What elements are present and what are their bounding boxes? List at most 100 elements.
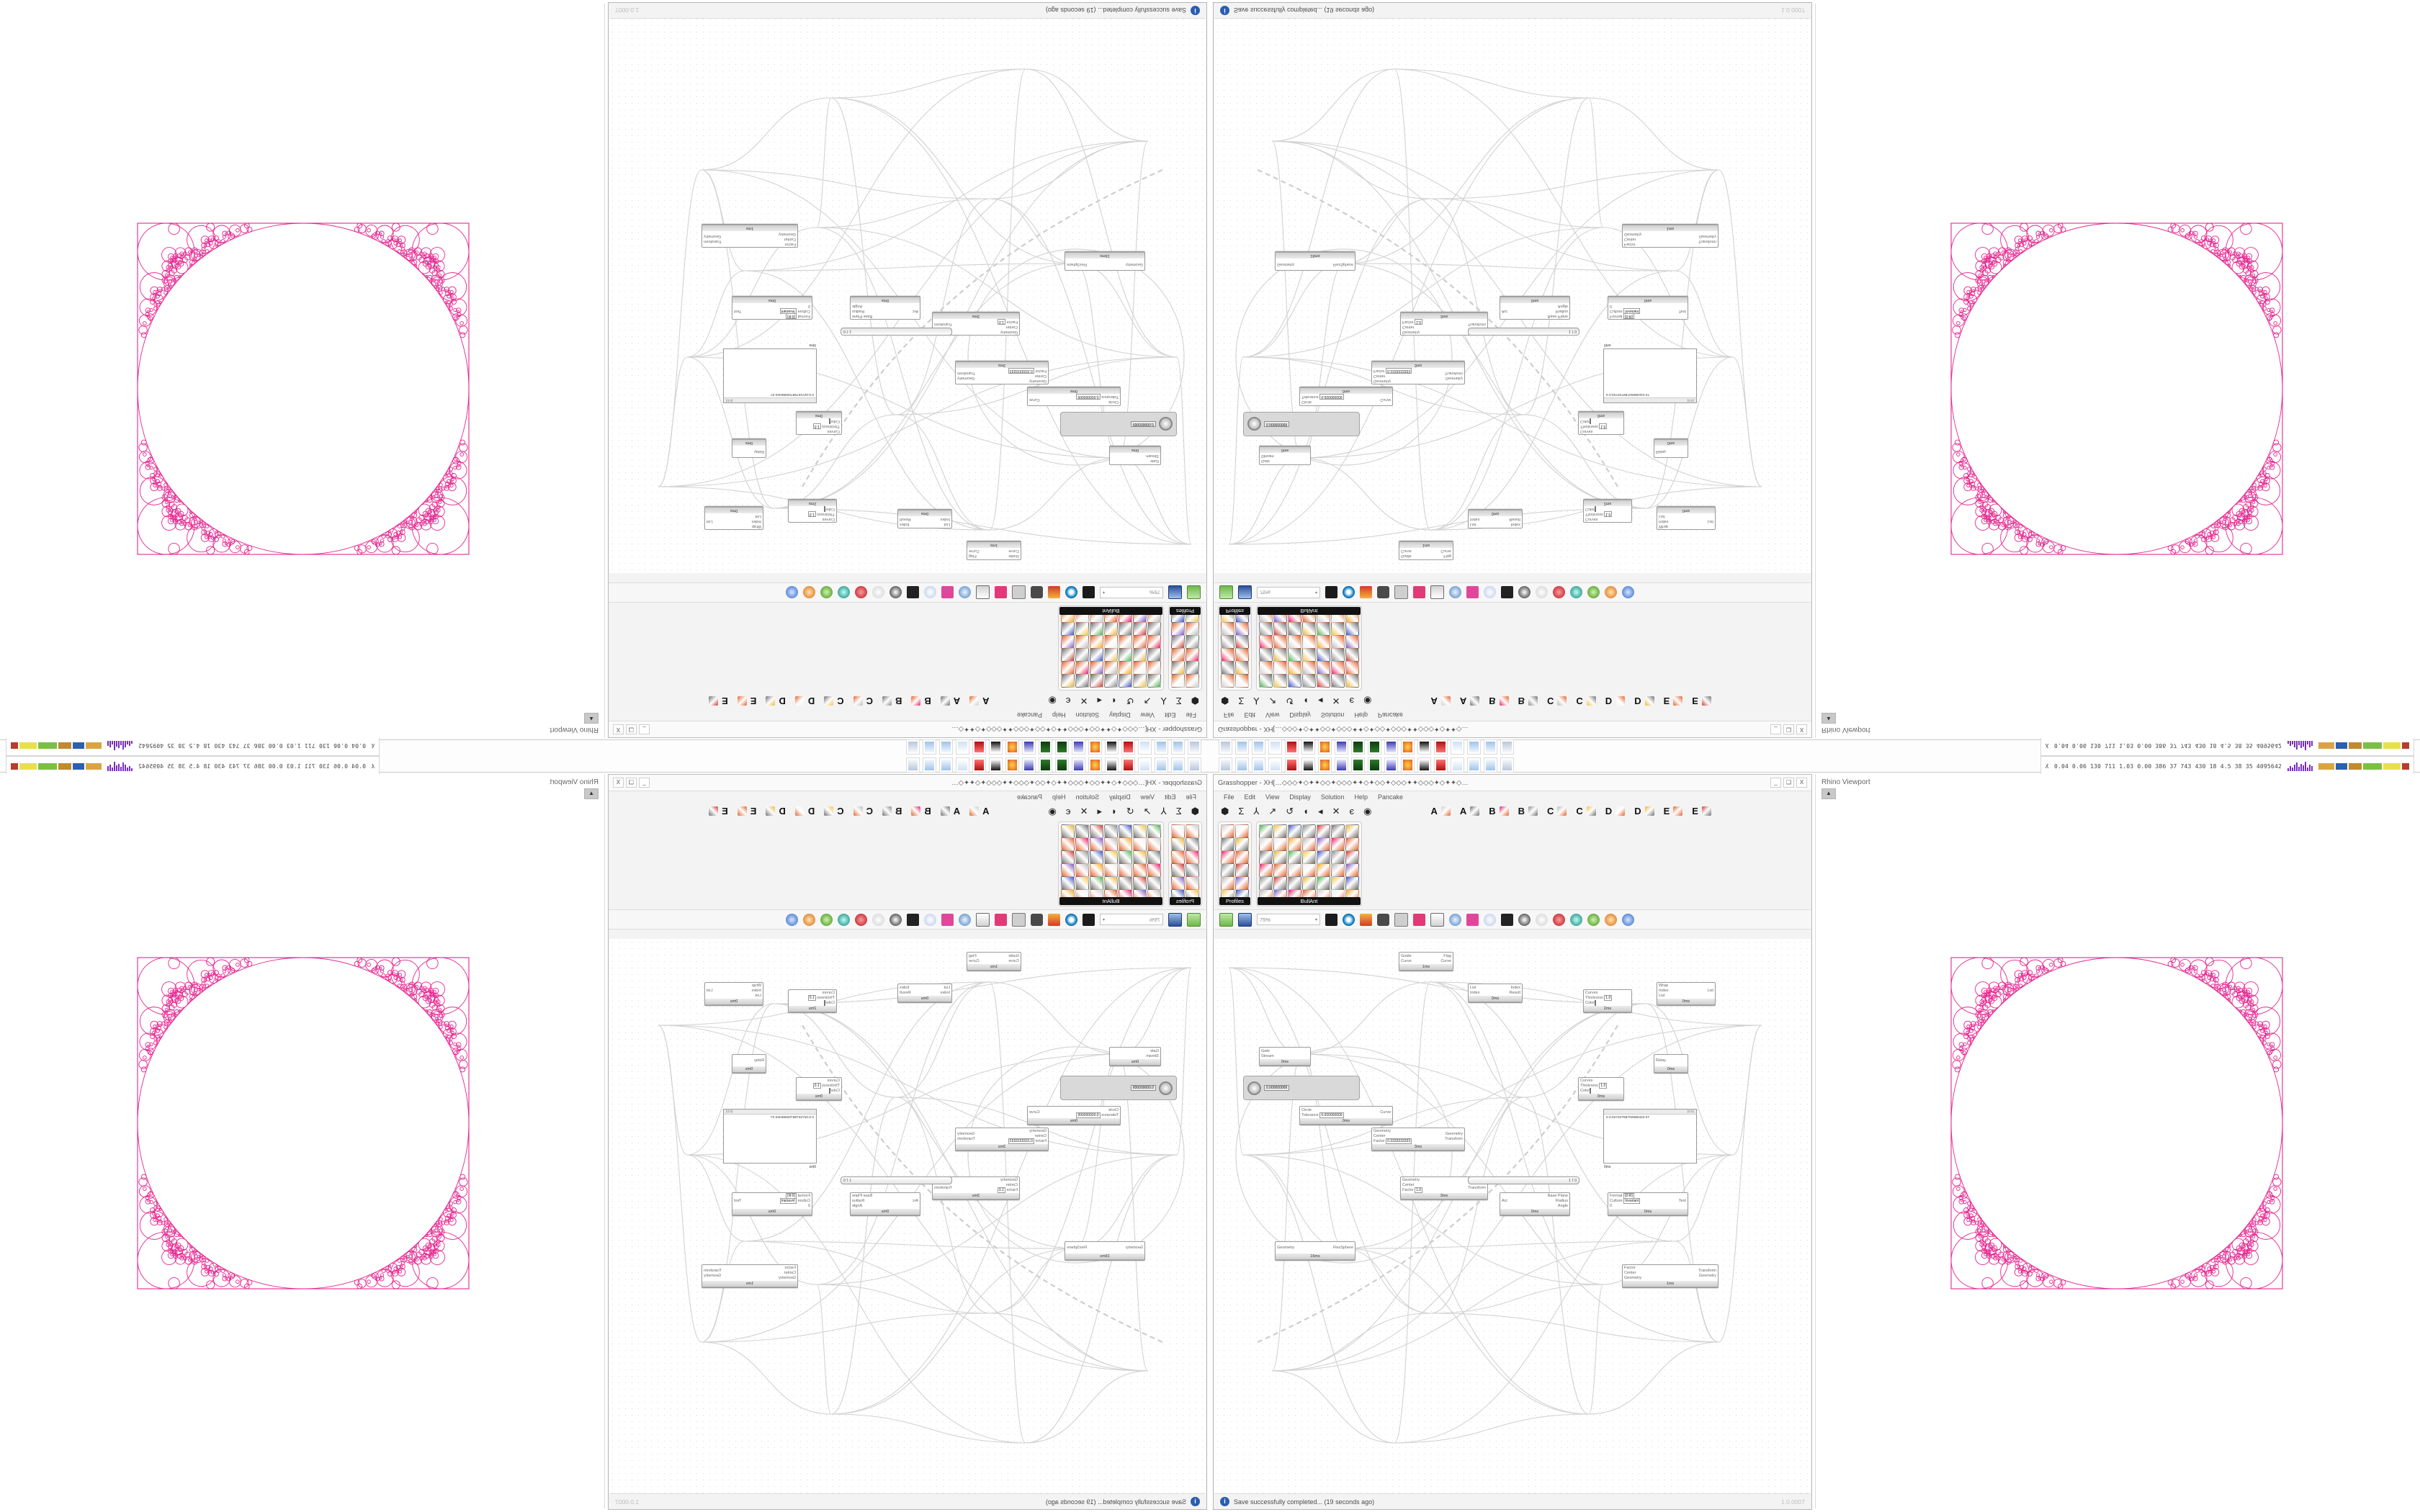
- tolerance-value[interactable]: 0.000000009: [1130, 1085, 1156, 1091]
- rhino-viewport-panel[interactable]: Rhino Viewport ▲: [1815, 774, 2418, 1508]
- param-value[interactable]: 1.0: [997, 319, 1005, 325]
- color-swatch[interactable]: [1590, 418, 1592, 424]
- menu-item-file[interactable]: File: [1224, 711, 1234, 719]
- mesh-teal-icon[interactable]: [838, 586, 850, 599]
- notepad-icon[interactable]: [1235, 739, 1249, 755]
- menu-item-help[interactable]: Help: [1052, 793, 1066, 801]
- calculator-icon[interactable]: [1451, 757, 1464, 773]
- balloon-icon[interactable]: [924, 586, 936, 599]
- save-file-icon[interactable]: [1238, 585, 1252, 600]
- red-app-icon[interactable]: [1121, 739, 1135, 755]
- calculator-icon[interactable]: [1268, 757, 1282, 773]
- ribbon-tab-4[interactable]: C: [1547, 806, 1567, 816]
- param-value[interactable]: 1.0: [1415, 1187, 1423, 1193]
- notepad-icon[interactable]: [1484, 757, 1497, 773]
- number-slider[interactable]: 1 7 0: [1468, 1176, 1579, 1184]
- menu-item-solution[interactable]: Solution: [1075, 793, 1100, 801]
- display-icon[interactable]: ◉: [1363, 805, 1372, 816]
- param-value[interactable]: 1.0: [997, 1187, 1005, 1193]
- document-icon[interactable]: [1188, 739, 1201, 755]
- panel-icon-1-3[interactable]: [1147, 863, 1161, 877]
- ribbon-tab-2[interactable]: B: [1489, 806, 1509, 816]
- display-icon[interactable]: ◉: [1363, 696, 1372, 707]
- panel-icon-1-2[interactable]: [1259, 850, 1273, 864]
- vector-icon[interactable]: ↗: [1268, 805, 1277, 816]
- panel-icon-1-26[interactable]: [1090, 850, 1103, 864]
- gha-icon[interactable]: [1413, 586, 1425, 599]
- grasshopper-canvas[interactable]: Curves Thickness 1.0 Color 2ms Curves Thickn…: [1214, 939, 1811, 1493]
- save-file-icon[interactable]: [1168, 585, 1182, 600]
- mesh-icon[interactable]: ◂: [1318, 805, 1323, 816]
- panel-icon-1-20[interactable]: [1104, 850, 1118, 864]
- number-slider[interactable]: 1 7 0: [1468, 328, 1579, 336]
- param-value[interactable]: 0.3333333333: [1386, 1138, 1412, 1144]
- ribbon-tab-6[interactable]: D: [1605, 696, 1626, 707]
- terminal-icon[interactable]: [1351, 757, 1365, 773]
- shade-white-icon[interactable]: [1536, 586, 1548, 599]
- red-app-icon[interactable]: [1285, 739, 1299, 755]
- ribbon-tab-5[interactable]: C: [824, 806, 844, 816]
- mesh-teal-icon[interactable]: [838, 913, 850, 926]
- panel-icon-1-25[interactable]: [1090, 661, 1103, 675]
- ribbon-tab-4[interactable]: C: [1547, 696, 1567, 707]
- bw-app-icon[interactable]: [1417, 739, 1431, 755]
- viewport-menu-arrow[interactable]: ▲: [584, 713, 599, 724]
- intersect-icon[interactable]: ✕: [1332, 805, 1340, 816]
- menu-item-solution[interactable]: Solution: [1320, 711, 1345, 719]
- panel-icon-1-34[interactable]: [1075, 622, 1089, 636]
- panel-icon-1-38[interactable]: [1345, 648, 1359, 662]
- notepad-icon[interactable]: [1171, 739, 1185, 755]
- rhino-viewport-panel[interactable]: Rhino Viewport ▲: [1815, 4, 2418, 738]
- vector-icon[interactable]: ↗: [1143, 696, 1152, 707]
- grasshopper-canvas[interactable]: Curves Thickness 1.0 Color 2ms Curves Thickn…: [609, 19, 1206, 573]
- color-swatch[interactable]: [828, 1088, 830, 1094]
- ribbon-tab-6[interactable]: D: [794, 806, 815, 816]
- panel-icon-1-4[interactable]: [1147, 876, 1161, 890]
- display-icon[interactable]: ◉: [1048, 805, 1057, 816]
- grasshopper-canvas[interactable]: Curves Thickness 1.0 Color 2ms Curves Thickn…: [609, 939, 1206, 1493]
- param-value[interactable]: {0:R}: [785, 313, 797, 319]
- panel-icon-1-30[interactable]: [1331, 824, 1345, 838]
- mesh-green-icon[interactable]: [1587, 586, 1600, 599]
- save-file-icon[interactable]: [1168, 912, 1182, 927]
- notepad-icon[interactable]: [939, 757, 953, 773]
- panel-icon-1-18[interactable]: [1104, 824, 1118, 838]
- rhino-viewport-panel[interactable]: Rhino Viewport ▲: [2, 4, 605, 738]
- maximize-button[interactable]: ❑: [626, 778, 637, 788]
- document-icon[interactable]: [906, 757, 920, 773]
- ribbon-tab-3[interactable]: B: [1518, 696, 1538, 707]
- panel-icon-1-21[interactable]: [1104, 635, 1118, 649]
- calculator-icon[interactable]: [1268, 739, 1282, 755]
- ribbon-tab-0[interactable]: A: [1430, 696, 1451, 707]
- panel-icon-1-8[interactable]: [1133, 648, 1147, 662]
- red-app-icon[interactable]: [1285, 757, 1299, 773]
- surface-icon[interactable]: ◖: [1111, 696, 1117, 707]
- document-icon[interactable]: [1188, 757, 1201, 773]
- panel-icon-0-1[interactable]: [1186, 837, 1199, 851]
- mesh-green-icon[interactable]: [1587, 913, 1600, 926]
- panel-icon-1-21[interactable]: [1302, 863, 1316, 877]
- preview-eye-icon[interactable]: [1343, 913, 1355, 926]
- color-swatch[interactable]: [1595, 506, 1597, 512]
- shade-red-icon[interactable]: [855, 913, 867, 926]
- panel-icon-1-12[interactable]: [1288, 824, 1301, 838]
- panel-icon-1-3[interactable]: [1147, 635, 1161, 649]
- panel-icon-1-15[interactable]: [1288, 863, 1301, 877]
- firefox-icon[interactable]: [1005, 757, 1019, 773]
- fit-view-icon[interactable]: [1325, 586, 1337, 599]
- panel-icon-1-24[interactable]: [1090, 824, 1103, 838]
- cluster-icon[interactable]: [1394, 585, 1408, 600]
- firefox-icon[interactable]: [1005, 739, 1019, 755]
- sets-icon[interactable]: ⅄: [1253, 696, 1260, 707]
- sets-icon[interactable]: ⅄: [1253, 805, 1260, 816]
- close-button[interactable]: X: [613, 778, 624, 788]
- calculator-icon[interactable]: [1138, 757, 1152, 773]
- panel-icon-1-40[interactable]: [1061, 622, 1075, 636]
- red-app-icon[interactable]: [972, 739, 986, 755]
- capsule-icon[interactable]: [1031, 913, 1043, 926]
- panel-icon-0-4[interactable]: [1186, 622, 1199, 636]
- panel-icon-1-33[interactable]: [1331, 863, 1345, 877]
- ribbon-tab-2[interactable]: B: [1489, 696, 1509, 707]
- param-value[interactable]: 0.000000009: [1319, 1112, 1344, 1118]
- color-swatch[interactable]: [1595, 1000, 1597, 1006]
